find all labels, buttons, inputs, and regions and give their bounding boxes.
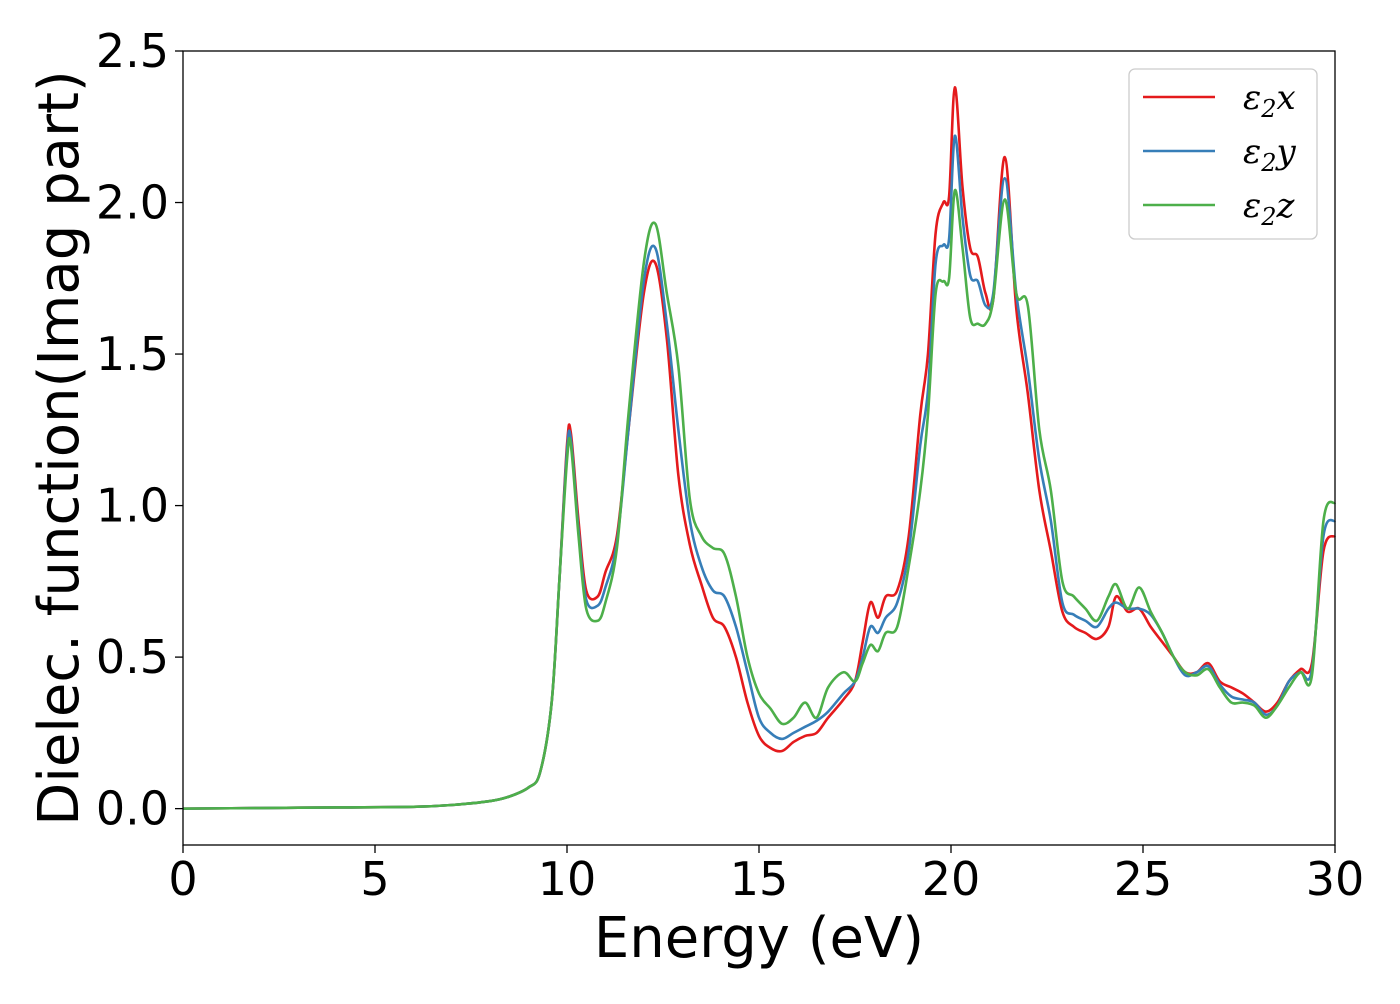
x-tick-label: 20 (922, 852, 981, 906)
legend-label-y: ε2y (1243, 132, 1297, 177)
legend-box (1128, 68, 1318, 240)
x-axis-ticks: 0 5 10 15 20 25 30 (168, 845, 1364, 906)
x-axis-label: Energy (eV) (594, 906, 924, 971)
y-tick-label: 0.5 (96, 630, 169, 684)
legend: ε2x ε2y ε2z (1128, 68, 1318, 240)
x-tick-label: 10 (538, 852, 597, 906)
y-tick-label: 0.0 (96, 782, 169, 836)
legend-label-z: ε2z (1243, 186, 1296, 231)
series-line-z (182, 189, 1337, 810)
series-layer (182, 86, 1337, 810)
x-tick-label: 30 (1306, 852, 1365, 906)
y-tick-label: 1.0 (96, 479, 169, 533)
y-axis-ticks: 0.0 0.5 1.0 1.5 2.0 2.5 (96, 24, 183, 836)
y-tick-label: 2.0 (96, 176, 169, 230)
x-tick-label: 0 (168, 852, 197, 906)
x-tick-label: 15 (730, 852, 789, 906)
y-axis-label: Dielec. function(Imag part) (27, 70, 92, 826)
y-tick-label: 1.5 (96, 327, 169, 381)
axes-frame (182, 50, 1336, 846)
legend-label-x: ε2x (1243, 78, 1296, 123)
x-tick-label: 25 (1114, 852, 1173, 906)
x-tick-label: 5 (360, 852, 389, 906)
y-tick-label: 2.5 (96, 24, 169, 78)
